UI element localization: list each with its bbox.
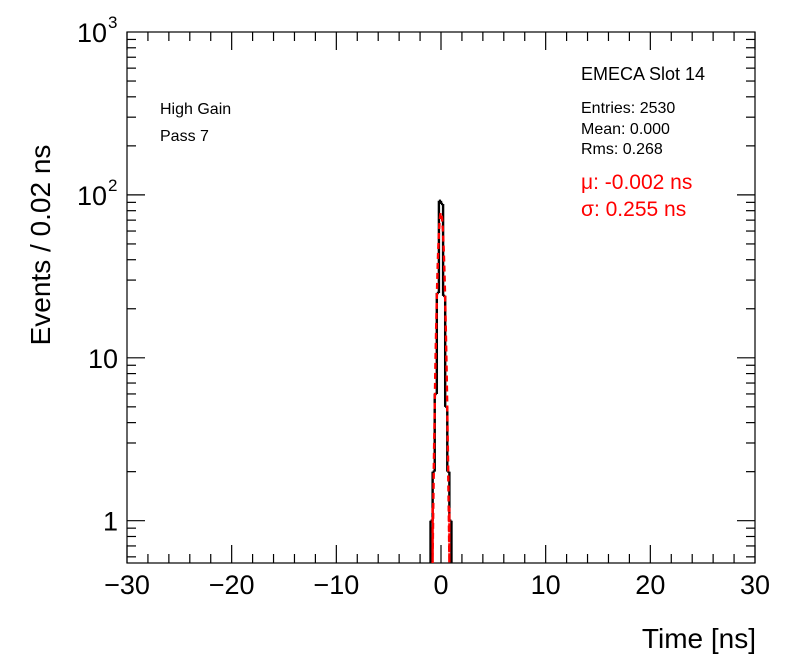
x-tick-label: −30 — [104, 570, 150, 600]
fit-curve — [431, 211, 451, 563]
y-axis-label: Events / 0.02 ns — [25, 145, 56, 346]
x-tick-label: −10 — [313, 570, 359, 600]
x-tick-label: 30 — [740, 570, 770, 600]
x-tick-label: 0 — [433, 570, 448, 600]
x-tick-label: 10 — [531, 570, 561, 600]
x-axis-ticks — [126, 32, 756, 563]
y-axis-ticks — [127, 38, 755, 558]
stats-rms: Rms: 0.268 — [581, 141, 663, 158]
y-tick-exponent: 2 — [108, 176, 117, 195]
stats-mean: Mean: 0.000 — [581, 121, 670, 138]
x-axis-label: Time [ns] — [642, 623, 756, 654]
y-tick-label: 10 — [77, 18, 107, 48]
y-tick-label: 10 — [88, 344, 118, 374]
y-tick-exponent: 3 — [108, 13, 117, 32]
label-pass: Pass 7 — [160, 128, 209, 145]
fit-mu-label: μ: -0.002 ns — [581, 171, 692, 194]
label-high-gain: High Gain — [160, 101, 231, 118]
y-tick-label: 1 — [103, 507, 118, 537]
stats-entries: Entries: 2530 — [581, 100, 675, 117]
stats-title: EMECA Slot 14 — [581, 64, 705, 84]
y-tick-label: 10 — [77, 181, 107, 211]
fit-sigma-label: σ: 0.255 ns — [581, 198, 686, 221]
x-tick-labels: −30 −20 −10 0 10 20 30 — [104, 570, 770, 600]
x-tick-label: −20 — [209, 570, 255, 600]
x-tick-label: 20 — [635, 570, 665, 600]
